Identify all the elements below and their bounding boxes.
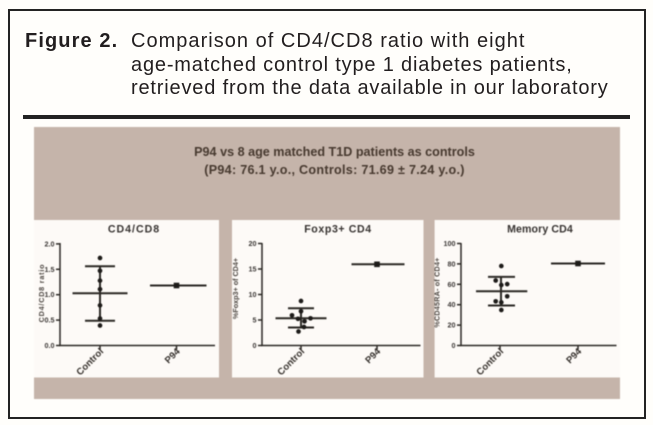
svg-text:2.0: 2.0 [45,239,55,248]
svg-text:P94 vs 8 age matched T1D patie: P94 vs 8 age matched T1D patients as con… [194,145,475,159]
svg-text:%Foxp3+ of CD4+: %Foxp3+ of CD4+ [231,258,240,319]
svg-text:100: 100 [444,239,456,248]
svg-text:1.0: 1.0 [45,290,55,299]
svg-text:10: 10 [249,290,257,299]
svg-text:0.5: 0.5 [45,316,55,325]
svg-text:80: 80 [448,259,456,268]
svg-text:40: 40 [448,300,456,309]
svg-text:0.0: 0.0 [45,341,55,350]
svg-text:15: 15 [249,265,257,274]
svg-text:60: 60 [448,280,456,289]
svg-text:20: 20 [249,239,257,248]
svg-text:1.5: 1.5 [45,265,55,274]
svg-text:5: 5 [253,316,257,325]
svg-text:20: 20 [448,321,456,330]
svg-text:Memory CD4: Memory CD4 [507,224,573,236]
svg-text:%CD45RA- of CD4+: %CD45RA- of CD4+ [433,257,442,327]
svg-text:CD4/CD8: CD4/CD8 [108,224,160,236]
svg-text:CD4/CD8 ratio: CD4/CD8 ratio [37,264,46,323]
svg-text:0: 0 [253,341,257,350]
svg-text:Foxp3+ CD4: Foxp3+ CD4 [304,224,372,236]
svg-text:(P94: 76.1 y.o., Controls: 71.: (P94: 76.1 y.o., Controls: 71.69 ± 7.24 … [204,163,465,177]
svg-text:0: 0 [452,341,456,350]
